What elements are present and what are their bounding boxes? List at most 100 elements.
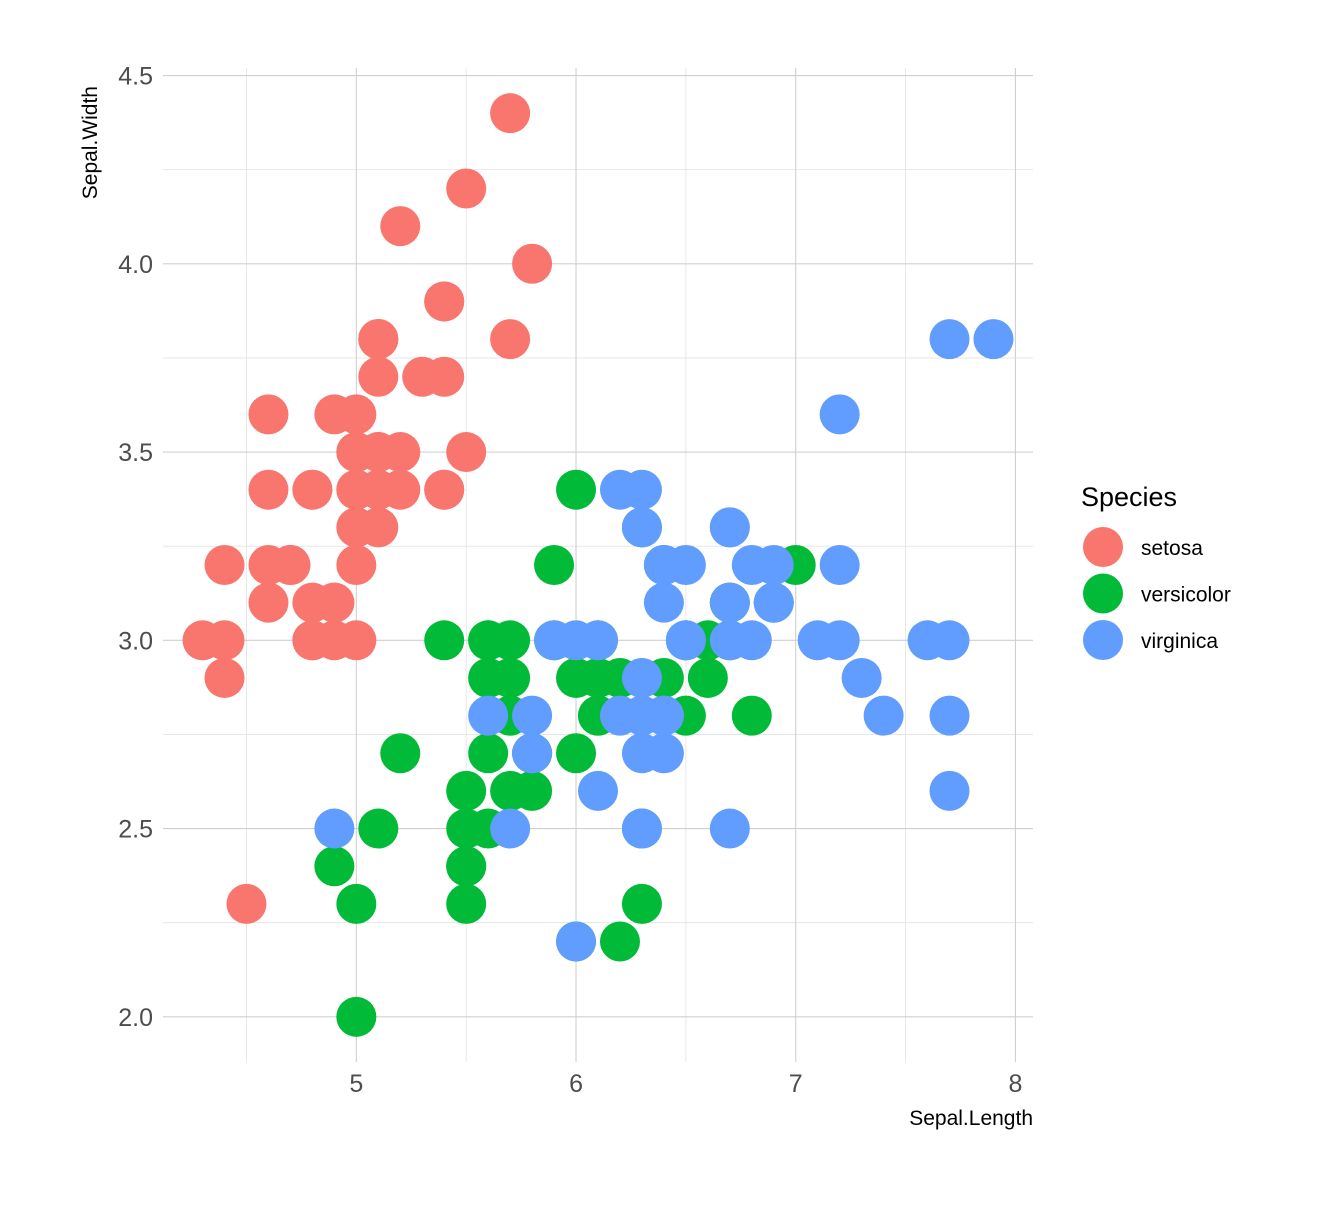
data-point-virginica <box>665 620 706 661</box>
data-point-versicolor <box>336 996 377 1037</box>
data-point-setosa <box>490 319 531 360</box>
data-point-virginica <box>490 808 531 849</box>
data-point-virginica <box>534 620 575 661</box>
legend-title: Species <box>1081 482 1177 512</box>
data-points <box>182 93 1014 1037</box>
data-point-virginica <box>709 808 750 849</box>
legend-label-setosa: setosa <box>1141 537 1203 560</box>
data-point-versicolor <box>556 657 597 698</box>
data-point-setosa <box>314 394 355 435</box>
data-point-versicolor <box>424 620 465 661</box>
data-point-versicolor <box>490 620 531 661</box>
data-point-virginica <box>753 582 794 623</box>
data-point-versicolor <box>731 695 772 736</box>
data-point-setosa <box>446 168 487 209</box>
data-point-setosa <box>292 469 333 510</box>
legend-key-virginica <box>1083 620 1123 660</box>
data-point-virginica <box>643 582 684 623</box>
data-point-virginica <box>643 545 684 585</box>
legend-item-versicolor: versicolor <box>1083 573 1231 614</box>
data-point-setosa <box>204 545 245 585</box>
data-point-setosa <box>402 356 443 397</box>
legend-item-virginica: virginica <box>1083 620 1218 660</box>
data-point-setosa <box>424 281 465 322</box>
data-point-versicolor <box>336 883 377 924</box>
data-point-setosa <box>336 620 377 661</box>
legend-label-versicolor: versicolor <box>1141 584 1231 607</box>
data-point-virginica <box>709 620 750 661</box>
data-point-setosa <box>248 545 289 585</box>
legend-key-versicolor <box>1083 573 1123 614</box>
major-gridlines <box>163 68 1033 1062</box>
data-point-versicolor <box>490 657 531 698</box>
y-tick-label: 4.0 <box>118 251 153 279</box>
data-point-setosa <box>512 243 553 284</box>
data-point-virginica <box>468 695 509 736</box>
data-point-versicolor <box>621 883 662 924</box>
y-axis-tick-labels: 2.0 2.5 3.0 3.5 4.0 4.5 <box>118 63 153 1032</box>
data-point-versicolor <box>380 733 421 774</box>
data-point-versicolor <box>314 846 355 887</box>
data-point-virginica <box>819 545 860 585</box>
data-point-versicolor <box>446 808 487 849</box>
data-point-versicolor <box>556 733 597 774</box>
x-tick-label: 6 <box>569 1070 583 1098</box>
data-point-setosa <box>380 432 421 473</box>
data-point-virginica <box>819 394 860 435</box>
data-point-setosa <box>292 620 333 661</box>
data-point-versicolor <box>687 657 728 698</box>
data-point-virginica <box>556 921 597 962</box>
data-point-versicolor <box>446 846 487 887</box>
x-axis-tick-labels: 5 6 7 8 <box>349 1070 1022 1098</box>
y-tick-label: 4.5 <box>118 63 153 91</box>
x-tick-label: 5 <box>349 1070 363 1098</box>
data-point-setosa <box>204 620 245 661</box>
data-point-virginica <box>314 808 355 849</box>
data-point-setosa <box>204 657 245 698</box>
y-tick-label: 2.5 <box>118 816 153 844</box>
x-tick-label: 7 <box>789 1070 803 1098</box>
data-point-setosa <box>336 507 377 548</box>
data-point-virginica <box>929 770 970 811</box>
legend-items: setosa versicolor virginica <box>1083 527 1231 660</box>
y-tick-label: 3.5 <box>118 439 153 467</box>
data-point-setosa <box>314 582 355 623</box>
data-point-virginica <box>731 545 772 585</box>
data-point-virginica <box>621 657 662 698</box>
data-point-setosa <box>490 93 531 134</box>
data-point-setosa <box>226 883 267 924</box>
data-point-setosa <box>248 582 289 623</box>
data-point-virginica <box>841 657 882 698</box>
data-point-virginica <box>621 695 662 736</box>
data-point-virginica <box>621 733 662 774</box>
legend-item-setosa: setosa <box>1083 527 1203 567</box>
data-point-setosa <box>446 432 487 473</box>
data-point-setosa <box>358 319 399 360</box>
data-point-virginica <box>709 582 750 623</box>
data-point-virginica <box>929 620 970 661</box>
data-point-virginica <box>973 319 1014 360</box>
data-point-setosa <box>358 356 399 397</box>
data-point-setosa <box>424 469 465 510</box>
x-axis-title: Sepal.Length <box>909 1107 1033 1130</box>
data-point-versicolor <box>358 808 399 849</box>
data-point-virginica <box>929 319 970 360</box>
y-tick-label: 3.0 <box>118 627 153 655</box>
data-point-virginica <box>709 507 750 548</box>
data-point-versicolor <box>468 733 509 774</box>
data-point-virginica <box>929 695 970 736</box>
data-point-versicolor <box>446 770 487 811</box>
x-tick-label: 8 <box>1008 1070 1022 1098</box>
data-point-versicolor <box>556 469 597 510</box>
data-point-virginica <box>621 507 662 548</box>
data-point-virginica <box>863 695 904 736</box>
data-point-setosa <box>248 394 289 435</box>
data-point-setosa <box>248 469 289 510</box>
data-point-virginica <box>578 770 618 811</box>
y-axis-title: Sepal.Width <box>79 86 102 199</box>
data-point-setosa <box>336 432 377 473</box>
legend: Species setosa versicolor virginica <box>1081 482 1231 660</box>
data-point-setosa <box>358 469 399 510</box>
legend-label-virginica: virginica <box>1141 630 1218 653</box>
